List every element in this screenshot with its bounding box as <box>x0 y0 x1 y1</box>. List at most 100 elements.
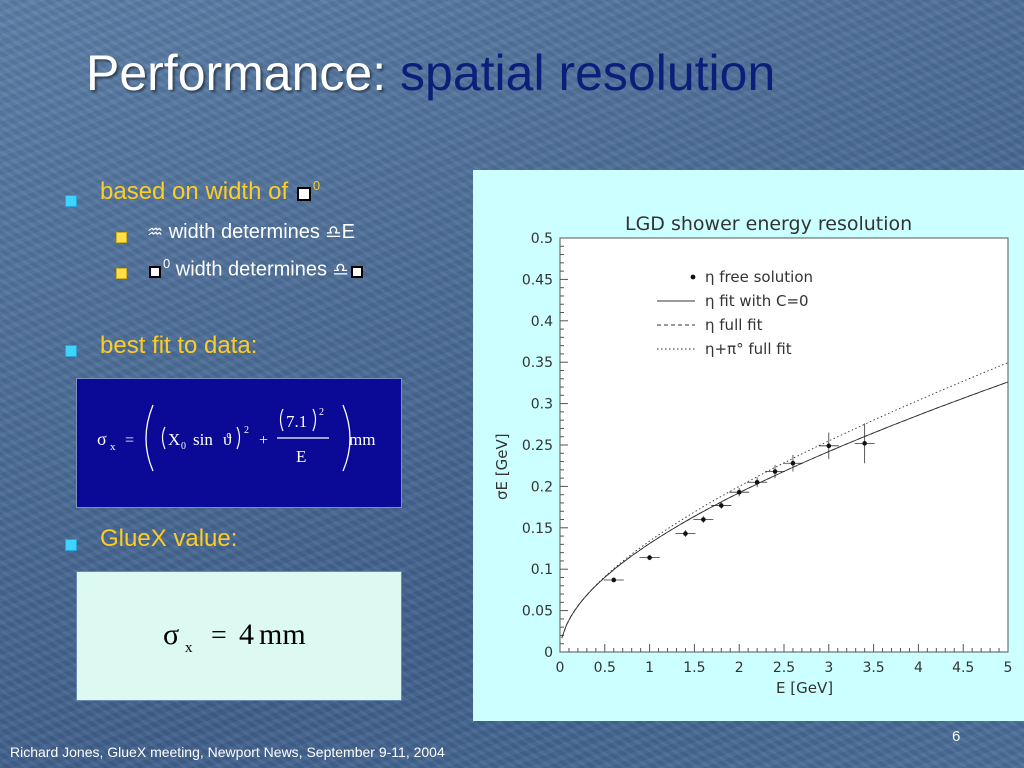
eq2-unit: mm <box>259 618 306 651</box>
chart-curves <box>561 362 1009 639</box>
footer-text: Richard Jones, GlueX meeting, Newport Ne… <box>10 744 445 760</box>
x-tick-label: 3.5 <box>862 660 884 676</box>
chart-axes <box>559 237 1009 653</box>
sub-bullet-marker <box>116 268 127 279</box>
eq-num: 7.1 <box>286 412 307 431</box>
equation-box-gluex: σ x = 4 mm <box>76 571 402 701</box>
y-tick-label: 0.15 <box>522 521 553 537</box>
x-tick-label: 2.5 <box>773 660 795 676</box>
eq2-sigma-sub: x <box>185 640 193 656</box>
frac-paren-right <box>312 408 317 432</box>
curve-full-fit <box>561 381 1009 639</box>
slide-title: Performance: spatial resolution <box>86 44 775 102</box>
bullet-text: based on width of <box>100 178 289 205</box>
eq-plus: + <box>259 432 268 449</box>
data-point <box>772 469 778 474</box>
box-symbol-icon <box>350 265 363 278</box>
x-tick-label: 4 <box>914 660 923 676</box>
legend-label: η free solution <box>705 268 813 286</box>
y-tick-label: 0.35 <box>522 355 553 371</box>
frac-paren-left <box>279 408 284 432</box>
legend-label: η+π° full fit <box>705 340 792 358</box>
y-tick-label: 0.5 <box>531 231 553 247</box>
sub-bullet-suffix: E <box>341 221 355 243</box>
legend-label: η full fit <box>705 316 763 334</box>
y-axis-label: σE [GeV] <box>493 433 511 500</box>
sub-bullet-pi0: 0 width determines ♎ <box>147 256 365 282</box>
data-point <box>611 577 617 583</box>
eq-sigma-sub: x <box>110 441 116 453</box>
eq-sq2: 2 <box>319 407 324 418</box>
y-tick-label: 0 <box>544 645 553 661</box>
chart-points <box>603 423 875 583</box>
curve-eta-pi0-fit <box>561 362 1009 639</box>
data-point <box>790 460 796 466</box>
sub-bullet-marker <box>116 232 127 243</box>
bullet-best-fit: best fit to data: <box>100 332 258 359</box>
plot-frame <box>559 237 1009 653</box>
paren-left <box>161 426 166 450</box>
x-tick-label: 4.5 <box>952 660 974 676</box>
equation-gluex: σ x = 4 mm <box>163 618 306 656</box>
bullet-gluex-value: GlueX value: <box>100 525 238 552</box>
x-tick-label: 0.5 <box>594 660 616 676</box>
data-point <box>736 489 742 495</box>
eq2-equals: = <box>211 620 227 651</box>
x-tick-label: 2 <box>735 660 744 676</box>
y-tick-label: 0.3 <box>531 397 553 413</box>
legend-dot-marker <box>690 274 696 280</box>
libra-symbol-icon: ♎ <box>325 222 342 243</box>
libra-symbol-icon: ♎ <box>332 259 349 281</box>
sub-bullet-text: width determines <box>175 258 327 281</box>
x-tick-label: 1.5 <box>683 660 705 676</box>
y-tick-label: 0.1 <box>531 562 553 578</box>
legend-label: η fit with C=0 <box>705 292 809 310</box>
eq2-sigma: σ <box>163 618 179 651</box>
superscript: 0 <box>163 256 171 271</box>
equation-box-fit: σ x = X 0 sin ϑ 2 + 7.1 2 E mm <box>76 378 402 508</box>
y-tick-label: 0.05 <box>522 604 553 620</box>
big-paren-left <box>145 404 154 472</box>
eq-x0: X <box>168 430 180 449</box>
x-tick-label: 0 <box>556 660 565 676</box>
title-plain: Performance: <box>86 45 387 101</box>
eq-equals: = <box>125 432 134 449</box>
data-point <box>683 531 688 536</box>
big-paren-right <box>342 404 351 472</box>
data-point <box>647 555 652 560</box>
x-tick-label: 3 <box>824 660 833 676</box>
bullet-marker <box>65 539 77 551</box>
x-tick-label: 5 <box>1004 660 1013 676</box>
bullet-width-pi0: based on width of 0 <box>100 178 320 206</box>
pi-symbol-icon <box>296 187 311 201</box>
chart-title: LGD shower energy resolution <box>625 213 912 235</box>
x-tick-label: 1 <box>645 660 654 676</box>
bullet-marker <box>65 195 77 207</box>
chart-panel: LGD shower energy resolution 0 0.5 1 1.5 2 2.… <box>473 170 1024 721</box>
sub-bullet-text: width determines <box>168 221 320 243</box>
eq-sq1: 2 <box>244 425 249 436</box>
y-tick-label: 0.25 <box>522 438 553 454</box>
y-tick-label: 0.45 <box>522 272 553 288</box>
data-point <box>754 479 760 485</box>
data-point <box>826 443 832 449</box>
chart-legend: η free solution η fit with C=0 η full fit η… <box>657 268 813 358</box>
eq-den: E <box>296 447 306 466</box>
gamma-symbol-icon: ♒ <box>147 222 164 243</box>
sub-bullet-gamma: ♒ width determines ♎E <box>147 221 355 244</box>
title-accent: spatial resolution <box>400 45 776 101</box>
page-number: 6 <box>952 728 961 745</box>
y-tick-label: 0.4 <box>531 314 553 330</box>
resolution-chart: LGD shower energy resolution 0 0.5 1 1.5 2 2.… <box>493 213 1013 697</box>
data-point <box>701 517 706 522</box>
eq-sin: sin <box>193 430 213 449</box>
x-axis-label: E [GeV] <box>776 679 833 697</box>
superscript: 0 <box>312 178 321 193</box>
equation-fit: σ x = X 0 sin ϑ 2 + 7.1 2 E mm <box>97 404 375 472</box>
bullet-marker <box>65 345 77 357</box>
data-point <box>718 503 724 508</box>
paren-right <box>236 426 241 450</box>
y-tick-label: 0.2 <box>531 479 553 495</box>
chart-ticks: 0 0.5 1 1.5 2 2.5 3 3.5 4 4.5 5 0 0.05 0.1 0.15 0.2 0.25… <box>522 231 1013 676</box>
data-point <box>862 441 867 446</box>
